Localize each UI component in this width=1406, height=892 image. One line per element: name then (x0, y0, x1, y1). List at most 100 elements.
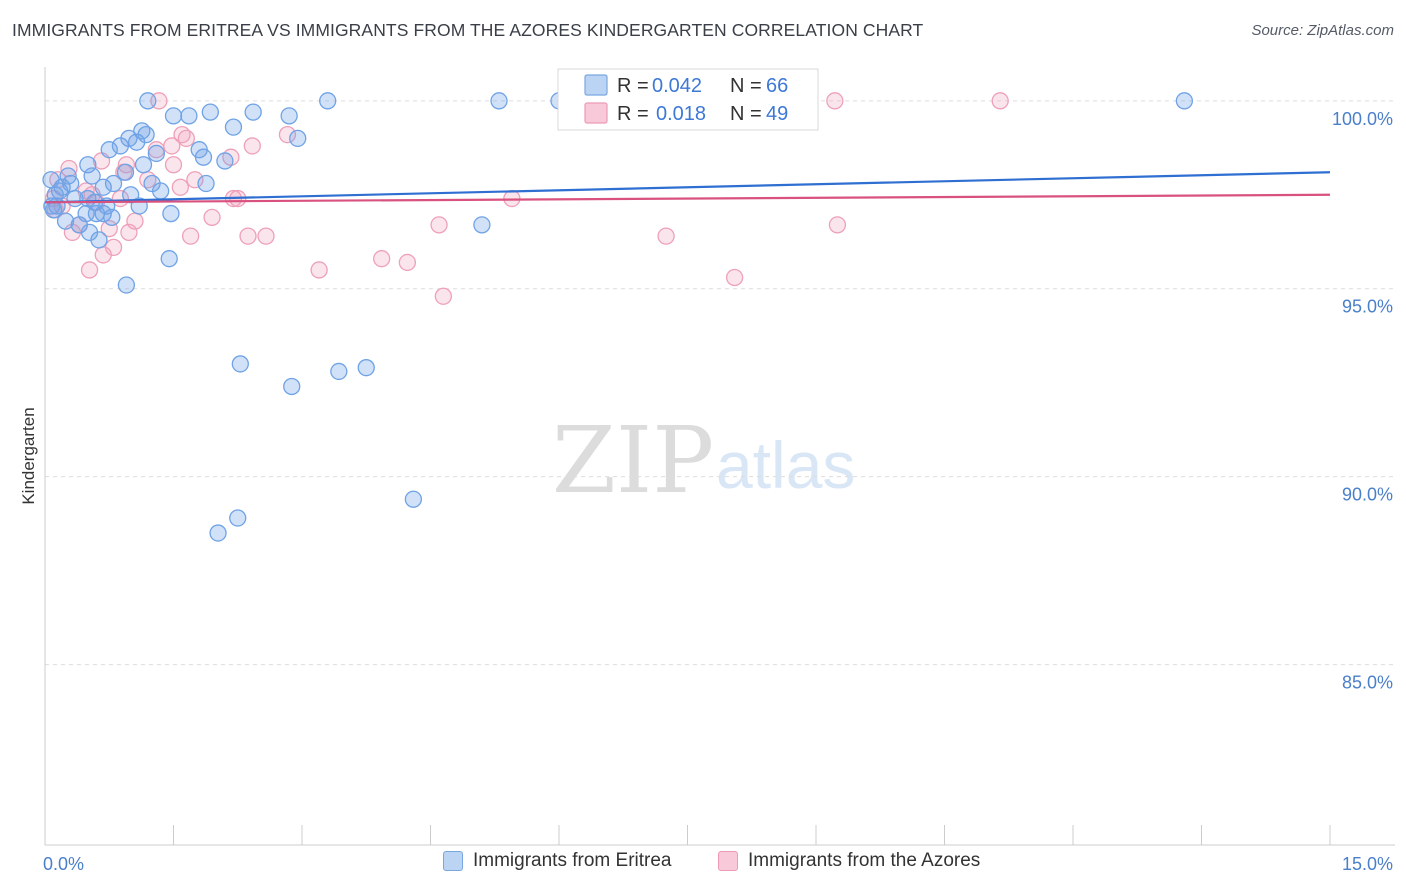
eritrea-point (319, 92, 337, 110)
eritrea-point (209, 524, 227, 542)
eritrea-point (134, 156, 153, 174)
eritrea-point (229, 509, 247, 527)
eritrea-trend-line (44, 171, 1331, 204)
eritrea-point (180, 107, 198, 125)
eritrea-point (164, 107, 183, 125)
eritrea-point (404, 490, 423, 508)
eritrea-point (62, 174, 80, 193)
legend-label-eritrea: Immigrants from Eritrea (473, 850, 672, 871)
azores-point (398, 253, 417, 272)
azores-points (44, 92, 1009, 305)
eritrea-point (473, 216, 491, 234)
eritrea-point (490, 92, 508, 110)
eritrea-point (147, 144, 166, 163)
azores-point (186, 171, 204, 189)
azores-point (164, 156, 183, 174)
azores-point (243, 137, 261, 155)
watermark-atlas: atlas (716, 428, 855, 502)
azores-point (725, 268, 744, 287)
eritrea-point (330, 362, 348, 381)
eritrea-point (139, 92, 157, 110)
azores-point (257, 227, 275, 245)
eritrea-point (117, 276, 136, 294)
azores-point (80, 261, 99, 279)
eritrea-point (116, 163, 135, 181)
legend-item-eritrea: Immigrants from Eritrea (443, 850, 671, 872)
eritrea-point (83, 167, 101, 185)
legend-swatch-azores (584, 102, 608, 124)
y-axis-ticks: 85.0% 90.0% 95.0% 100.0% (1332, 109, 1393, 693)
azores-point (203, 208, 221, 226)
y-tick-label: 85.0% (1342, 673, 1393, 693)
axes (44, 67, 1395, 846)
eritrea-point (100, 141, 118, 159)
legend-item-azores: Immigrants from the Azores (718, 850, 980, 872)
eritrea-point (224, 118, 243, 136)
eritrea-point (280, 107, 298, 125)
y-tick-label: 95.0% (1342, 297, 1393, 317)
legend-r-label-azores: R = (617, 103, 649, 125)
y-tick-label: 90.0% (1342, 485, 1393, 505)
azores-point (991, 92, 1009, 110)
eritrea-point (197, 174, 215, 193)
eritrea-point (90, 231, 108, 249)
eritrea-point (244, 103, 262, 121)
azores-point (657, 227, 675, 245)
chart-title: IMMIGRANTS FROM ERITREA VS IMMIGRANTS FR… (12, 20, 924, 40)
eritrea-point (201, 103, 219, 121)
trend-lines (44, 171, 1331, 204)
azores-point (181, 227, 200, 245)
eritrea-point (162, 204, 180, 223)
azores-point (104, 238, 123, 257)
azores-point (163, 137, 181, 155)
eritrea-point (231, 355, 249, 373)
azores-point (177, 129, 196, 148)
legend-n-value-eritrea: 66 (766, 75, 788, 97)
y-tick-label: 100.0% (1332, 109, 1393, 129)
eritrea-point (160, 250, 178, 268)
azores-point (373, 250, 391, 268)
eritrea-point (1175, 92, 1194, 110)
x-axis-ticks: 0.0% 15.0% (43, 854, 1393, 874)
eritrea-point (137, 126, 155, 144)
x-tick-label: 0.0% (43, 854, 84, 874)
legend-n-label-eritrea: N = (730, 75, 762, 97)
series-legend: Immigrants from Eritrea Immigrants from … (0, 850, 1406, 880)
eritrea-point (194, 148, 213, 166)
eritrea-point (357, 359, 375, 377)
grid (45, 100, 1395, 666)
legend-swatch-eritrea (443, 851, 463, 871)
legend-r-value-eritrea: 0.042 (652, 75, 702, 97)
azores-point (126, 212, 144, 230)
eritrea-point (151, 182, 170, 200)
legend-n-label-azores: N = (730, 103, 762, 125)
azores-point (826, 92, 844, 110)
eritrea-point (46, 186, 64, 204)
eritrea-point (104, 174, 123, 193)
x-tick-label: 15.0% (1342, 854, 1393, 874)
azores-trend-line (44, 193, 1331, 204)
azores-point (430, 216, 448, 234)
azores-point (171, 178, 190, 196)
y-axis-label: Kindergarten (19, 407, 38, 504)
azores-point (278, 126, 297, 144)
eritrea-point (103, 208, 121, 226)
eritrea-point (216, 152, 234, 170)
azores-point (828, 216, 847, 234)
legend-r-label-eritrea: R = (617, 75, 649, 97)
legend-swatch-azores (718, 851, 738, 871)
legend-box: R = 0.042 N = 66 R = 0.018 N = 49 (557, 68, 819, 131)
watermark-zip: ZIP (552, 407, 714, 514)
azores-point (434, 287, 453, 305)
azores-point (239, 227, 257, 245)
eritrea-point (79, 156, 97, 174)
eritrea-point (283, 377, 301, 396)
eritrea-point (94, 178, 112, 196)
watermark: ZIP atlas (552, 407, 855, 514)
legend-r-value-azores: 0.018 (656, 103, 706, 125)
legend-label-azores: Immigrants from the Azores (748, 850, 981, 871)
chart-source: Source: ZipAtlas.com (1251, 22, 1394, 39)
azores-point (310, 261, 328, 279)
legend-swatch-eritrea (584, 74, 608, 96)
